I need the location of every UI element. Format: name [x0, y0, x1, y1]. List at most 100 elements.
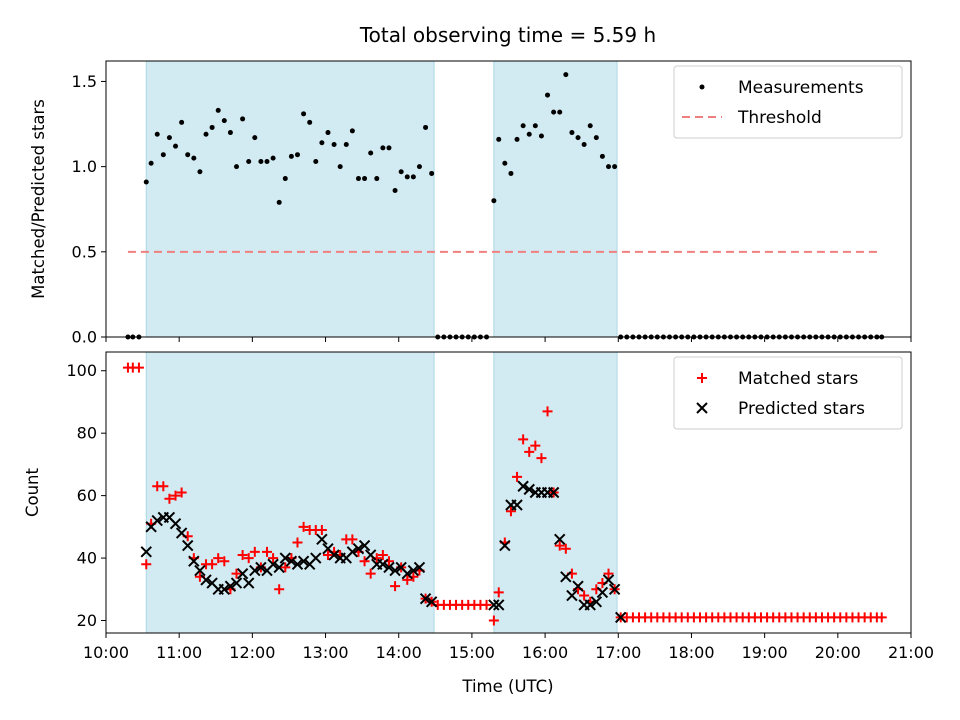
x-tick-label: 13:00: [302, 643, 348, 662]
predicted-star-point: [389, 564, 401, 577]
observing-window-1: [145, 60, 435, 338]
measurement-point: [264, 159, 270, 165]
measurement-point: [246, 159, 252, 165]
bottom-x-axis: 10:00 11:00 12:00 13:00 14:00 15:00 16:00 17:00…: [83, 633, 934, 662]
predicted-star-point: [182, 539, 194, 552]
measurement-point: [545, 92, 551, 98]
predicted-star-point: [364, 549, 377, 561]
measurement-point: [215, 107, 221, 113]
measurement-point: [337, 164, 343, 170]
predicted-star-point: [560, 571, 572, 583]
matched-star-point: [402, 574, 413, 585]
measurement-point: [282, 176, 288, 182]
y-tick-label: 0.5: [72, 242, 97, 261]
top-legend: Measurements Threshold: [673, 65, 903, 139]
observing-window-2: [493, 60, 618, 338]
measurement-point: [173, 143, 179, 149]
measurement-point: [423, 124, 429, 130]
predicted-star-point: [377, 558, 389, 571]
matched-star-point: [481, 599, 492, 610]
measurement-point: [154, 131, 160, 137]
x-tick-label: 21:00: [888, 643, 934, 662]
x-tick-label: 18:00: [668, 643, 714, 662]
predicted-star-point: [310, 552, 322, 564]
predicted-star-point: [249, 564, 261, 577]
predicted-star-point: [140, 546, 152, 558]
matched-star-point: [176, 487, 187, 498]
legend-label: Threshold: [737, 108, 822, 128]
predicted-star-point: [488, 599, 500, 611]
predicted-star-point: [358, 539, 371, 552]
measurement-point: [606, 164, 612, 170]
matched-star-point: [560, 543, 571, 554]
legend-box: [673, 65, 903, 139]
matched-star-point: [554, 540, 565, 551]
predicted-star-point: [523, 483, 535, 496]
matched-star-point: [518, 434, 529, 445]
predicted-star-point: [224, 580, 237, 592]
matched-star-point: [579, 590, 590, 601]
measurement-point: [429, 170, 435, 176]
predicted-star-point: [151, 514, 163, 527]
measurement-point: [514, 136, 520, 142]
measurement-point: [294, 152, 300, 158]
matched-star-point: [377, 549, 388, 560]
x-axis-label: Time (UTC): [461, 677, 553, 696]
measurement-point: [179, 119, 185, 125]
y-tick-label: 100: [66, 361, 97, 380]
top-x-axis-ticks: [105, 337, 912, 342]
predicted-star-point: [194, 564, 206, 577]
legend-label: Matched stars: [738, 369, 858, 389]
matched-star-point: [164, 493, 175, 504]
measurement-point: [362, 176, 368, 182]
measurement-point: [288, 153, 294, 159]
top-plot-frame: [105, 60, 912, 338]
measurement-point: [148, 160, 154, 166]
measurement-point: [307, 119, 313, 125]
matched-star-point: [603, 568, 614, 579]
matched-star-point: [876, 612, 887, 623]
matched-star-point: [359, 556, 370, 567]
predicted-legend-key: [696, 402, 708, 414]
matched-star-point: [347, 534, 358, 545]
measurement-point: [532, 123, 538, 129]
x-tick-label: 15:00: [449, 643, 495, 662]
matched-star-point: [243, 553, 254, 564]
measurement-point: [491, 198, 497, 204]
matched-star-point: [207, 559, 218, 570]
matched-star-point: [268, 553, 279, 564]
predicted-star-point: [291, 558, 304, 571]
predicted-star-point: [425, 596, 438, 608]
predicted-star-point: [419, 592, 432, 605]
predicted-star-point: [383, 561, 395, 574]
predicted-star-point: [218, 583, 231, 595]
predicted-star-point: [493, 599, 505, 611]
measurement-point: [526, 131, 532, 137]
measurement-point: [325, 130, 331, 136]
x-tick-label: 17:00: [595, 643, 641, 662]
matched-legend-key: [697, 373, 707, 383]
measurement-point: [313, 159, 319, 165]
legend-box: [673, 356, 903, 430]
measurement-point: [410, 174, 416, 180]
measurement-point: [258, 159, 264, 165]
measurement-point: [343, 141, 349, 147]
matched-star-point: [213, 553, 224, 564]
predicted-star-point: [401, 567, 413, 580]
legend-label: Measurements: [738, 78, 864, 98]
matched-star-point: [274, 584, 285, 595]
predicted-star-point: [352, 542, 365, 555]
x-tick-label: 12:00: [229, 643, 275, 662]
predicted-star-point: [169, 518, 182, 530]
predicted-star-point: [279, 552, 292, 564]
measurement-points: [125, 72, 885, 340]
predicted-star-point: [554, 533, 566, 546]
measurement-point: [587, 123, 593, 129]
measurement-point: [496, 136, 502, 142]
matched-star-point: [365, 568, 376, 579]
measurement-point: [349, 128, 355, 134]
matched-star-point: [530, 440, 541, 451]
measurement-point: [209, 124, 215, 130]
measurement-point: [538, 133, 544, 139]
matched-star-point: [141, 559, 152, 570]
